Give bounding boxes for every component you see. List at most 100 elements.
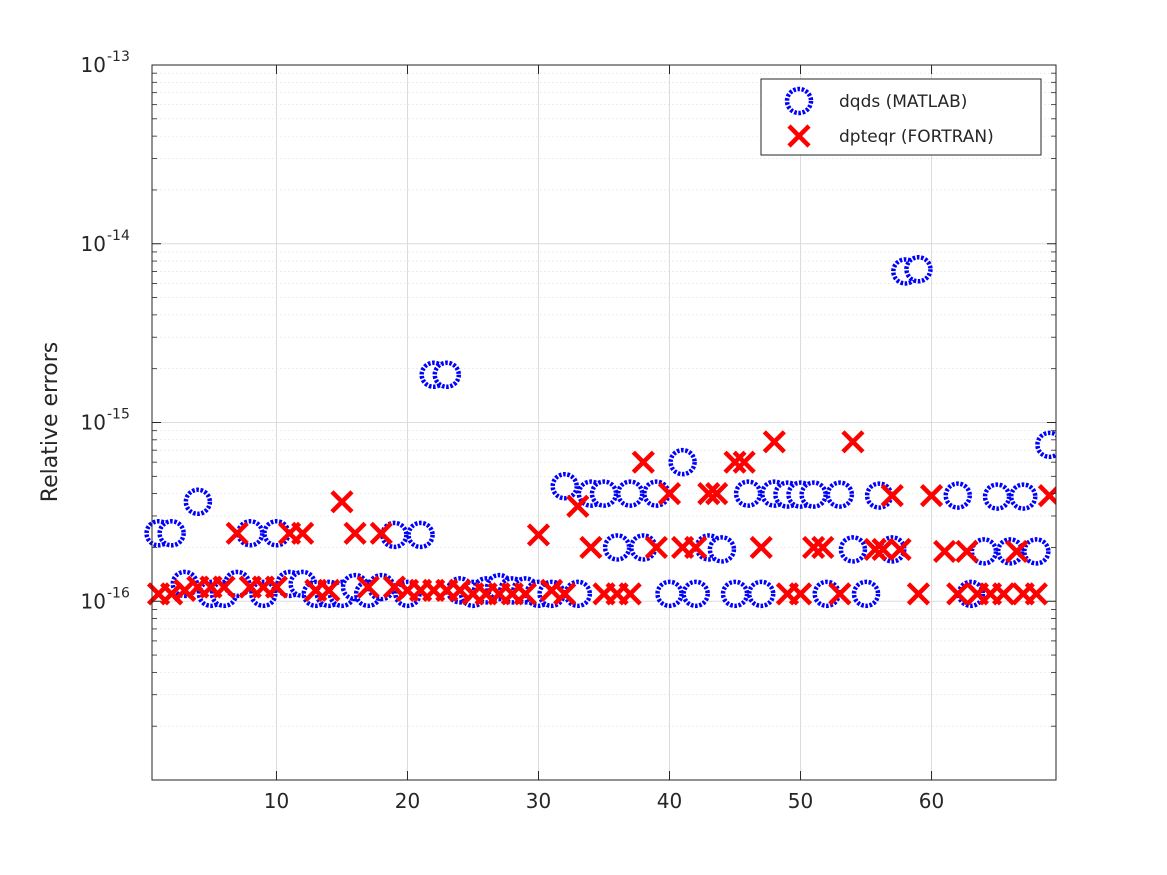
circle-point bbox=[642, 479, 671, 508]
circle-point bbox=[1008, 482, 1038, 511]
circle-point bbox=[602, 533, 632, 562]
circle-point bbox=[904, 255, 933, 284]
x-point bbox=[356, 575, 380, 599]
y-tick-label-base: 10 bbox=[81, 589, 106, 613]
x-point bbox=[631, 450, 655, 474]
circle-point bbox=[1035, 430, 1056, 460]
y-tick-label-base: 10 bbox=[81, 53, 106, 77]
x-point bbox=[644, 535, 668, 560]
x-point bbox=[618, 582, 642, 606]
x-point bbox=[811, 535, 835, 560]
y-tick-label-exponent: -15 bbox=[107, 407, 130, 423]
circle-point bbox=[720, 579, 750, 609]
circle-point bbox=[589, 479, 619, 508]
circle-point bbox=[1022, 537, 1051, 566]
legend: dqds (MATLAB) dpteqr (FORTRAN) bbox=[760, 78, 1042, 156]
circle-point bbox=[367, 572, 396, 602]
x-point bbox=[732, 450, 756, 474]
circle-point bbox=[432, 360, 462, 389]
x-point bbox=[762, 430, 786, 454]
x-point bbox=[880, 484, 904, 508]
circle-point bbox=[550, 471, 579, 501]
y-tick-label-exponent: -13 bbox=[107, 49, 130, 65]
x-point bbox=[697, 482, 721, 506]
circle-point bbox=[746, 579, 776, 609]
x-point bbox=[841, 430, 865, 454]
x-point bbox=[888, 537, 912, 561]
x-tick-label: 40 bbox=[657, 789, 682, 813]
x-point bbox=[540, 578, 564, 602]
x-point bbox=[448, 578, 472, 602]
circle-point bbox=[864, 481, 894, 510]
x-point bbox=[828, 582, 852, 606]
x-point bbox=[160, 582, 184, 606]
x-point bbox=[906, 582, 931, 606]
x-point bbox=[264, 575, 289, 599]
circle-point bbox=[707, 535, 737, 564]
circle-point bbox=[236, 519, 265, 548]
x-point bbox=[802, 535, 826, 560]
x-point bbox=[946, 582, 970, 606]
x-point bbox=[369, 521, 393, 545]
series-dpteqr bbox=[146, 430, 1056, 606]
x-point bbox=[1024, 582, 1048, 606]
circle-point bbox=[799, 480, 828, 509]
circle-point bbox=[262, 519, 291, 548]
circle-point bbox=[563, 579, 593, 609]
y-tick-label-exponent: -14 bbox=[107, 228, 130, 244]
circle-point bbox=[969, 537, 999, 566]
circle-point bbox=[537, 579, 566, 609]
circle-point bbox=[629, 533, 658, 562]
x-tick-label: 60 bbox=[919, 789, 944, 813]
x-point bbox=[1005, 539, 1029, 564]
x-point bbox=[1037, 484, 1056, 508]
circle-point bbox=[733, 479, 763, 508]
y-tick-label-exponent: -16 bbox=[107, 585, 130, 601]
circle-point bbox=[838, 535, 868, 564]
x-tick-label: 20 bbox=[395, 789, 420, 813]
data-layer bbox=[144, 255, 1056, 609]
circle-point bbox=[615, 479, 645, 508]
y-tick-label-base: 10 bbox=[81, 411, 106, 435]
tick-layer bbox=[152, 64, 1056, 780]
circle-point bbox=[157, 519, 186, 548]
x-point bbox=[863, 537, 887, 561]
x-point bbox=[212, 575, 236, 599]
x-point bbox=[553, 582, 577, 606]
x-point bbox=[291, 521, 315, 545]
x-point bbox=[871, 537, 895, 561]
x-point bbox=[749, 535, 773, 560]
x-point bbox=[723, 450, 747, 474]
circle-point bbox=[655, 579, 684, 609]
x-point bbox=[317, 578, 341, 602]
x-point bbox=[788, 582, 813, 606]
y-axis-label: Relative errors bbox=[38, 342, 63, 502]
x-point bbox=[566, 494, 590, 518]
x-point bbox=[513, 582, 537, 606]
circle-point bbox=[812, 579, 841, 609]
x-point bbox=[579, 535, 603, 560]
y-tick-label-base: 10 bbox=[81, 232, 106, 256]
circle-point bbox=[851, 579, 881, 609]
legend-label: dqds (MATLAB) bbox=[839, 92, 967, 112]
x-tick-label: 30 bbox=[526, 789, 551, 813]
x-point bbox=[225, 521, 249, 545]
x-point bbox=[992, 582, 1016, 606]
x-point bbox=[705, 482, 729, 506]
legend-marker bbox=[784, 86, 814, 116]
circle-point bbox=[668, 447, 697, 477]
x-point bbox=[330, 490, 354, 514]
x-point bbox=[343, 521, 367, 545]
x-point bbox=[919, 484, 944, 508]
circle-point bbox=[825, 480, 855, 509]
x-point bbox=[933, 539, 957, 564]
circle-point bbox=[249, 579, 278, 609]
x-tick-label: 50 bbox=[788, 789, 813, 813]
circle-point bbox=[406, 520, 435, 550]
circle-point bbox=[681, 579, 710, 609]
x-point bbox=[657, 482, 682, 506]
x-tick-label: 10 bbox=[264, 789, 289, 813]
circle-point bbox=[943, 481, 972, 510]
circle-point bbox=[982, 482, 1012, 511]
